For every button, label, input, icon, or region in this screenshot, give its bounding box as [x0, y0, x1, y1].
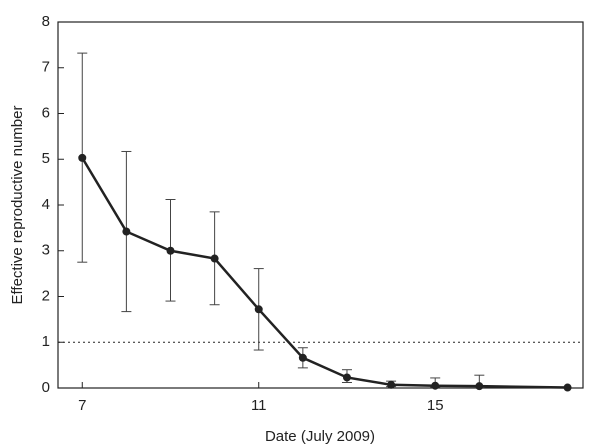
y-tick-label: 1	[42, 333, 50, 350]
y-tick-label: 4	[42, 196, 50, 213]
data-point	[342, 373, 351, 382]
data-point	[254, 305, 263, 314]
series-line	[81, 157, 568, 389]
data-point	[387, 380, 396, 389]
y-tick-label: 8	[42, 13, 50, 30]
x-axis-label: Date (July 2009)	[265, 428, 375, 445]
y-tick-label: 5	[42, 150, 50, 167]
data-point	[78, 153, 87, 162]
x-tick-label: 15	[427, 397, 444, 414]
x-tick-label: 11	[251, 397, 267, 414]
data-point	[563, 383, 572, 392]
data-point	[475, 382, 484, 391]
x-tick-label: 7	[78, 397, 86, 414]
data-point	[210, 254, 219, 263]
y-tick-label: 7	[42, 59, 50, 76]
data-point	[122, 227, 131, 236]
plot-frame	[57, 21, 584, 389]
y-tick-label: 6	[42, 104, 50, 121]
y-tick-label: 2	[42, 287, 50, 304]
y-tick-label: 3	[42, 242, 50, 259]
data-point	[166, 246, 175, 255]
y-axis-label: Effective reproductive number	[9, 106, 26, 305]
y-tick-label: 0	[42, 379, 50, 396]
data-point	[298, 353, 307, 362]
data-point	[431, 381, 440, 390]
